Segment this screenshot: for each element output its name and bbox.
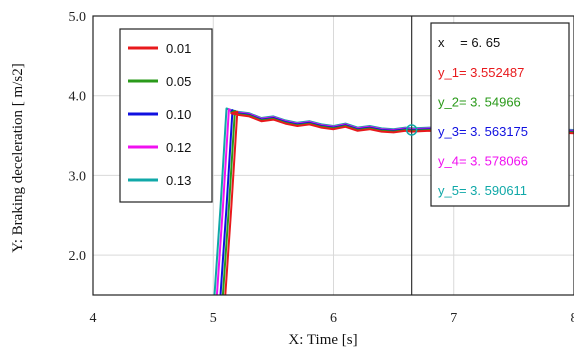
x-tick-label: 8 [571, 311, 574, 326]
legend: 0.01 0.05 0.10 0.12 0.13 [119, 28, 213, 203]
y-tick-label: 3.0 [69, 169, 87, 184]
y-axis-title: Y: Braking deceleration [ m/s2] [10, 63, 26, 252]
readout-value-y_5: y_5= 3. 590611 [438, 183, 527, 198]
y-ticks: 2.0 3.0 4.0 5.0 [69, 10, 87, 264]
readout-number: = 3. 578066 [459, 154, 528, 169]
readout-value-y_2: y_2= 3. 54966 [438, 95, 521, 110]
y-tick-label: 2.0 [69, 249, 87, 264]
readout-label: y_5 [438, 183, 459, 198]
readout-box [430, 22, 570, 207]
cursor-marker [405, 124, 418, 136]
readout-label: y_4 [438, 154, 459, 169]
readout-x-label: x [438, 35, 445, 50]
readout-number: = 3. 590611 [459, 183, 527, 198]
legend-label: 0.05 [166, 74, 191, 89]
readout-number: = 3. 54966 [459, 95, 521, 110]
x-axis-title: X: Time [s] [288, 332, 357, 348]
readout-value-y_1: y_1= 3.552487 [438, 65, 524, 80]
y-tick-label: 5.0 [69, 10, 87, 25]
readout-x: x = 6. 65 [438, 35, 500, 50]
readout-label: y_2 [438, 95, 459, 110]
legend-label: 0.12 [166, 140, 191, 155]
readout-number: = 3. 563175 [459, 124, 528, 139]
y-tick-label: 4.0 [69, 90, 87, 105]
readout-x-value: = 6. 65 [460, 35, 500, 50]
readout-value-y_3: y_3= 3. 563175 [438, 124, 528, 139]
legend-label: 0.13 [166, 173, 191, 188]
x-ticks: 4 5 6 7 8 [90, 311, 574, 326]
x-tick-label: 7 [450, 311, 457, 326]
readout-label: y_3 [438, 124, 459, 139]
readout-label: y_1 [438, 65, 459, 80]
readout-number: = 3.552487 [459, 65, 524, 80]
plot-frame [92, 15, 574, 296]
readout-value-y_4: y_4= 3. 578066 [438, 154, 528, 169]
x-tick-label: 5 [210, 311, 217, 326]
x-tick-label: 6 [330, 311, 337, 326]
legend-label: 0.10 [166, 107, 191, 122]
x-tick-label: 4 [90, 311, 97, 326]
legend-label: 0.01 [166, 41, 191, 56]
